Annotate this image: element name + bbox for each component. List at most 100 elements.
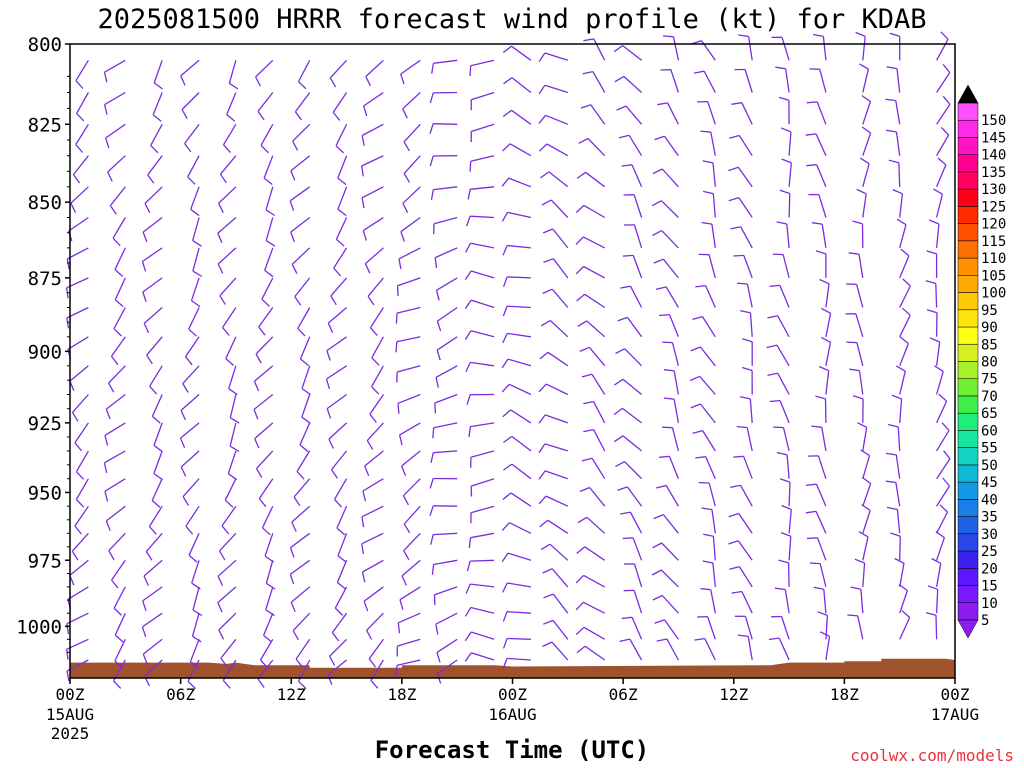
barb-flag <box>434 402 437 414</box>
barb-flag <box>65 649 69 660</box>
wind-barb <box>936 157 947 188</box>
wind-barb <box>433 216 458 235</box>
barb-flag <box>337 555 347 563</box>
barb-staff <box>149 365 163 387</box>
barb-flag <box>432 427 435 439</box>
wind-barb <box>328 422 348 449</box>
colorbar-label: 120 <box>981 217 1006 233</box>
wind-barb <box>583 38 606 61</box>
barb-staff <box>629 638 643 661</box>
wind-barb <box>695 456 716 479</box>
wind-barb <box>615 461 643 480</box>
wind-barb <box>337 533 348 563</box>
wind-barb <box>936 477 951 507</box>
barb-staff <box>433 559 458 566</box>
wind-barb <box>502 657 531 669</box>
barb-staff <box>588 346 606 367</box>
barb-staff <box>437 659 458 675</box>
barb-flag <box>895 365 906 372</box>
barb-flag <box>885 480 896 484</box>
barb-staff <box>190 277 200 301</box>
wind-barb <box>778 559 790 587</box>
wind-barb <box>466 559 495 572</box>
barb-staff <box>221 505 237 527</box>
wind-barb <box>402 478 421 506</box>
wind-barb <box>613 45 642 61</box>
wind-barb <box>255 450 274 478</box>
barb-staff <box>586 320 606 338</box>
barb-staff <box>108 532 126 552</box>
barb-flag <box>361 516 365 528</box>
barb-flag <box>113 680 122 689</box>
barb-flag <box>581 373 593 378</box>
barb-flag <box>326 350 331 361</box>
wind-barb <box>76 92 89 122</box>
colorbar-label: 125 <box>981 199 1006 215</box>
wind-barb <box>361 532 384 555</box>
barb-staff <box>787 562 790 587</box>
barb-staff <box>142 612 163 628</box>
barb-flag <box>539 519 549 528</box>
barb-flag <box>361 571 366 583</box>
barb-staff <box>899 285 911 308</box>
barb-flag <box>860 449 870 457</box>
barb-staff <box>144 186 163 204</box>
credit-link[interactable]: coolwx.com/models <box>850 746 1014 765</box>
wind-barb <box>502 409 532 424</box>
wind-barb <box>935 530 946 561</box>
barb-staff <box>74 422 89 444</box>
wind-barb <box>781 504 792 534</box>
barb-staff <box>660 569 679 588</box>
barb-flag <box>902 307 911 316</box>
barb-staff <box>336 560 348 583</box>
barb-flag <box>663 369 675 372</box>
barb-staff <box>185 505 200 527</box>
barb-staff <box>153 450 163 474</box>
wind-barb <box>700 130 716 156</box>
barb-staff <box>781 37 790 61</box>
wind-barb <box>936 450 951 480</box>
colorbar-label: 5 <box>981 613 989 629</box>
barb-staff <box>76 92 89 114</box>
wind-barb <box>742 338 753 366</box>
barb-flag <box>71 412 79 422</box>
wind-barb <box>689 375 716 395</box>
barb-flag <box>144 203 151 214</box>
barb-flag <box>885 98 896 102</box>
barb-staff <box>470 330 495 338</box>
barb-staff <box>545 383 569 396</box>
barb-staff <box>788 536 792 561</box>
wind-barb <box>141 612 163 638</box>
barb-flag <box>663 397 675 400</box>
barb-staff <box>261 277 274 300</box>
barb-flag <box>730 226 741 230</box>
barb-staff <box>856 342 864 366</box>
barb-flag <box>300 358 310 367</box>
barb-staff <box>184 123 200 144</box>
wind-barb <box>540 319 569 338</box>
barb-staff <box>402 186 421 204</box>
barb-flag <box>104 491 109 502</box>
barb-flag <box>105 408 111 420</box>
barb-flag <box>254 438 260 449</box>
barb-staff <box>69 559 89 576</box>
barb-flag <box>265 209 276 217</box>
wind-barb <box>698 481 716 507</box>
wind-barb <box>470 478 495 497</box>
wind-barb <box>325 365 347 390</box>
barb-flag <box>502 143 511 152</box>
barb-flag <box>737 634 749 638</box>
barb-flag <box>652 168 663 175</box>
barb-flag <box>859 63 869 70</box>
wind-barb <box>180 450 200 477</box>
wind-barb <box>805 133 827 156</box>
wind-barb <box>859 63 870 93</box>
barb-flag <box>888 423 899 428</box>
barb-flag <box>142 231 148 243</box>
barb-flag <box>180 410 186 421</box>
barb-staff <box>749 398 753 423</box>
wind-barb <box>182 478 200 506</box>
barb-flag <box>436 320 442 332</box>
barb-staff <box>299 336 311 360</box>
wind-barb <box>75 478 89 508</box>
